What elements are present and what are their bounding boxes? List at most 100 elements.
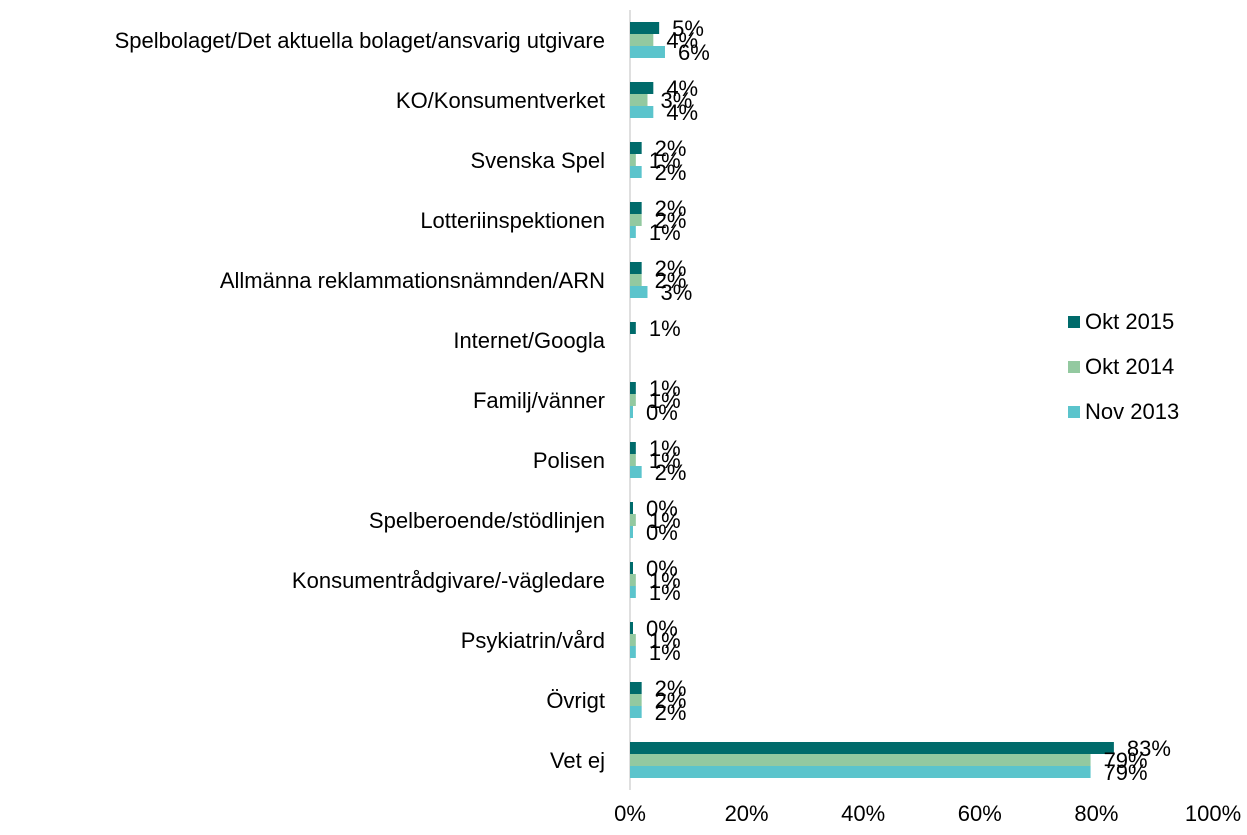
- bar: [630, 622, 633, 634]
- bar: [630, 154, 636, 166]
- bar: [630, 226, 636, 238]
- bar: [630, 142, 642, 154]
- value-label: 1%: [649, 388, 681, 413]
- value-label: 1%: [649, 316, 681, 341]
- category-label: Internet/Googla: [453, 328, 605, 353]
- category-label: KO/Konsumentverket: [396, 88, 605, 113]
- value-label: 1%: [649, 508, 681, 533]
- x-tick-label: 40%: [841, 801, 885, 826]
- value-label: 2%: [655, 688, 687, 713]
- bar: [630, 202, 642, 214]
- value-label: 1%: [649, 220, 681, 245]
- bar: [630, 394, 636, 406]
- value-label: 5%: [672, 16, 704, 41]
- legend-swatch: [1068, 406, 1080, 418]
- bar: [630, 166, 642, 178]
- bar: [630, 706, 642, 718]
- bar: [630, 286, 648, 298]
- x-tick-label: 80%: [1074, 801, 1118, 826]
- value-label: 79%: [1104, 748, 1148, 773]
- category-label: Psykiatrin/vård: [461, 628, 605, 653]
- category-label: Spelbolaget/Det aktuella bolaget/ansvari…: [115, 28, 605, 53]
- category-label: Lotteriinspektionen: [420, 208, 605, 233]
- value-label: 6%: [678, 40, 710, 65]
- value-label: 4%: [666, 100, 698, 125]
- value-label: 2%: [655, 268, 687, 293]
- value-label: 1%: [649, 448, 681, 473]
- bar: [630, 382, 636, 394]
- bar: [630, 454, 636, 466]
- category-label: Vet ej: [550, 748, 605, 773]
- value-label: 0%: [646, 496, 678, 521]
- value-label: 2%: [655, 676, 687, 701]
- bar: [630, 22, 660, 34]
- x-tick-label: 100%: [1185, 801, 1241, 826]
- bar: [630, 82, 654, 94]
- bar: [630, 262, 642, 274]
- value-label: 0%: [646, 400, 678, 425]
- category-label: Svenska Spel: [470, 148, 605, 173]
- value-label: 3%: [660, 88, 692, 113]
- bar: [630, 34, 654, 46]
- bar: [630, 502, 633, 514]
- x-tick-label: 60%: [958, 801, 1002, 826]
- bar: [630, 634, 636, 646]
- bar: [630, 646, 636, 658]
- bar: [630, 562, 633, 574]
- bar: [630, 574, 636, 586]
- value-label: 1%: [649, 376, 681, 401]
- value-label: 3%: [660, 280, 692, 305]
- value-label: 2%: [655, 160, 687, 185]
- bar: [630, 742, 1114, 754]
- bar: [630, 94, 648, 106]
- bar: [630, 526, 633, 538]
- value-label: 1%: [649, 628, 681, 653]
- value-label: 83%: [1127, 736, 1171, 761]
- category-label: Konsumentrådgivare/-vägledare: [292, 568, 605, 593]
- value-label: 2%: [655, 700, 687, 725]
- category-label: Familj/vänner: [473, 388, 605, 413]
- value-label: 4%: [666, 28, 698, 53]
- bar: [630, 214, 642, 226]
- legend-swatch: [1068, 316, 1080, 328]
- bar: [630, 442, 636, 454]
- bar: [630, 754, 1091, 766]
- x-tick-label: 20%: [725, 801, 769, 826]
- legend-label: Nov 2013: [1085, 399, 1179, 424]
- legend-label: Okt 2014: [1085, 354, 1174, 379]
- value-label: 0%: [646, 616, 678, 641]
- value-label: 2%: [655, 460, 687, 485]
- value-label: 2%: [655, 208, 687, 233]
- bar: [630, 46, 665, 58]
- value-label: 2%: [655, 256, 687, 281]
- value-label: 1%: [649, 568, 681, 593]
- bar: [630, 106, 654, 118]
- value-label: 1%: [649, 436, 681, 461]
- value-label: 4%: [666, 76, 698, 101]
- bar: [630, 682, 642, 694]
- legend-label: Okt 2015: [1085, 309, 1174, 334]
- bar: [630, 586, 636, 598]
- category-label: Övrigt: [546, 688, 605, 713]
- bar: [630, 466, 642, 478]
- bar: [630, 694, 642, 706]
- value-label: 2%: [655, 196, 687, 221]
- category-label: Spelberoende/stödlinjen: [369, 508, 605, 533]
- legend-swatch: [1068, 361, 1080, 373]
- value-label: 0%: [646, 520, 678, 545]
- category-label: Polisen: [533, 448, 605, 473]
- bar: [630, 406, 633, 418]
- x-tick-label: 0%: [614, 801, 646, 826]
- bar: [630, 322, 636, 334]
- value-label: 1%: [649, 640, 681, 665]
- value-label: 0%: [646, 556, 678, 581]
- category-label: Allmänna reklammationsnämnden/ARN: [220, 268, 605, 293]
- bar: [630, 766, 1091, 778]
- value-label: 79%: [1104, 760, 1148, 785]
- bar: [630, 514, 636, 526]
- bar: [630, 274, 642, 286]
- value-label: 1%: [649, 580, 681, 605]
- value-label: 2%: [655, 136, 687, 161]
- value-label: 1%: [649, 148, 681, 173]
